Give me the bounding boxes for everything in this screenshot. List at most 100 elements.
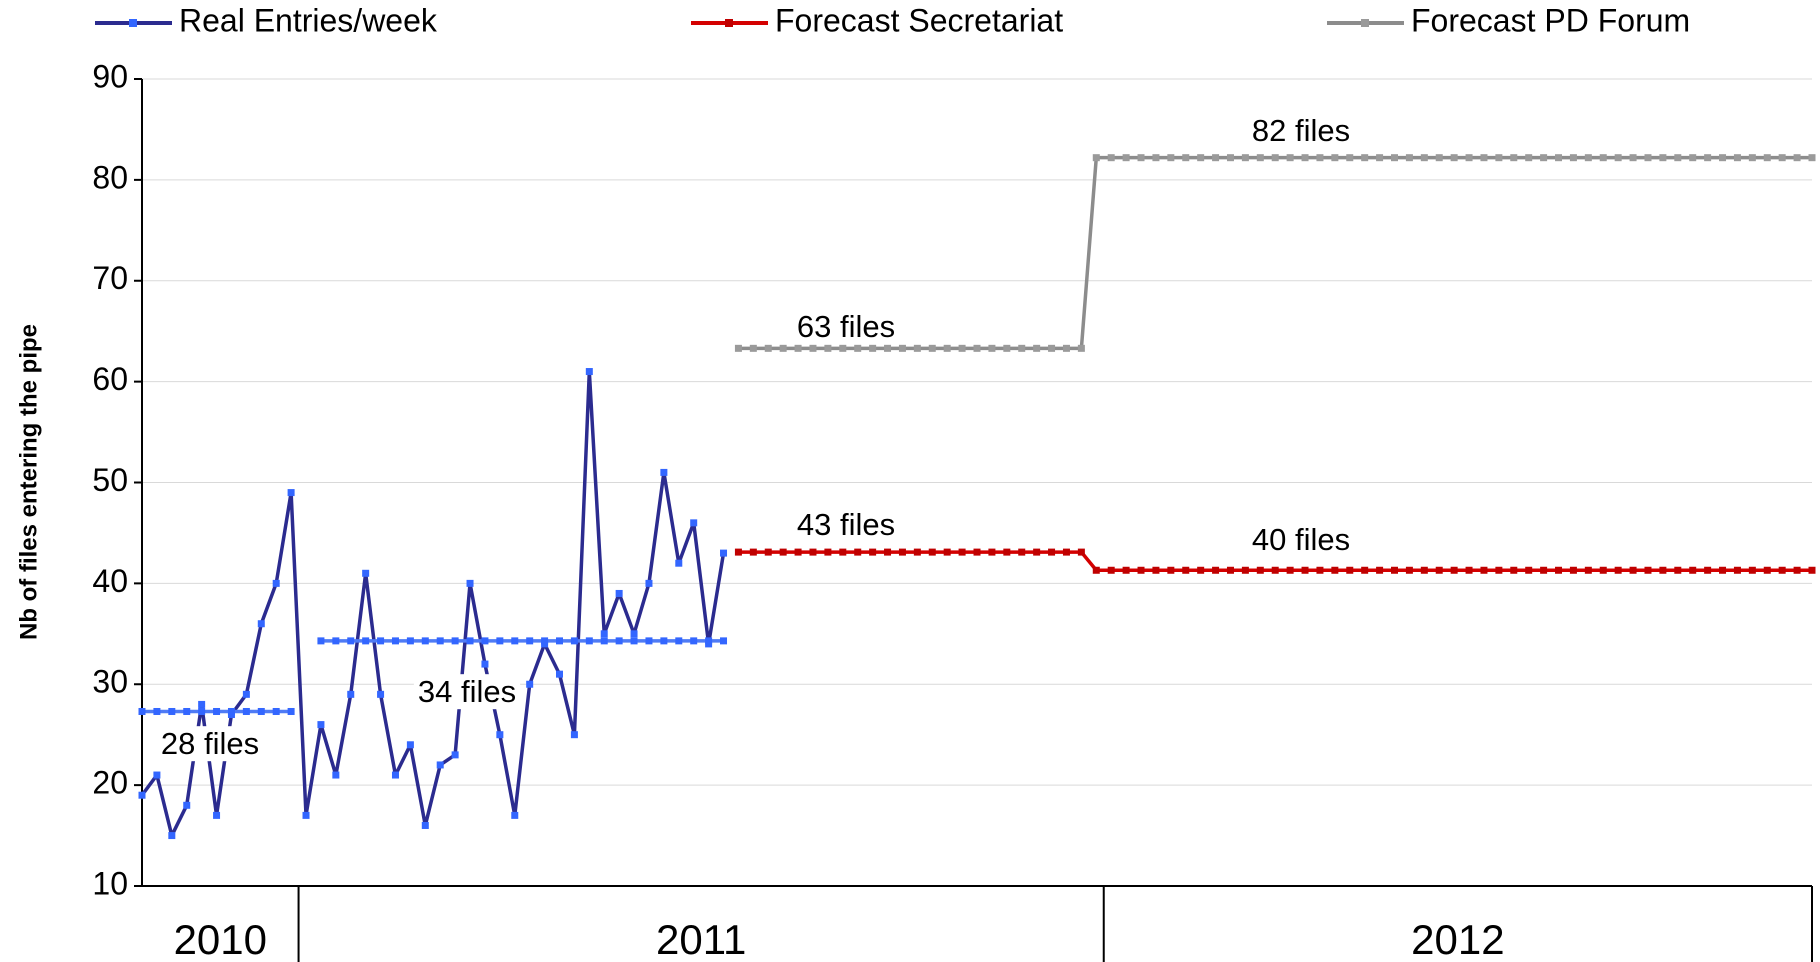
marker [660,468,668,476]
marker [1361,154,1369,162]
marker [1182,154,1190,162]
marker [1376,154,1384,162]
marker [272,579,280,587]
marker [1226,566,1234,574]
series-line [738,155,1812,351]
marker [481,637,489,645]
legend-marker [1361,19,1369,27]
marker [1569,566,1577,574]
marker [1525,154,1533,162]
marker [1271,154,1279,162]
marker [511,811,519,819]
marker [824,344,832,352]
marker [1808,154,1816,162]
marker [451,637,459,645]
marker [466,579,474,587]
annotation-bg [1247,522,1355,558]
marker [1674,154,1682,162]
y-tick-label: 70 [92,260,128,296]
marker [1092,154,1100,162]
marker [138,791,146,799]
marker [839,548,847,556]
marker [1152,566,1160,574]
marker [526,680,534,688]
marker [645,579,653,587]
marker [1241,154,1249,162]
marker [1226,154,1234,162]
marker [943,344,951,352]
marker [1048,344,1056,352]
marker [645,637,653,645]
marker [1420,566,1428,574]
marker [227,707,235,715]
marker [1018,344,1026,352]
marker [541,637,549,645]
marker [168,832,176,840]
marker [1003,548,1011,556]
marker [496,637,504,645]
marker [1763,566,1771,574]
marker [913,344,921,352]
marker [794,548,802,556]
marker [138,707,146,715]
marker [481,660,489,668]
marker [734,344,742,352]
marker [1152,154,1160,162]
marker [884,344,892,352]
legend-label: Forecast Secretariat [775,2,1063,38]
marker [1450,566,1458,574]
marker [1167,566,1175,574]
marker [1197,566,1205,574]
marker [391,637,399,645]
marker [1077,548,1085,556]
marker [213,707,221,715]
marker [1480,566,1488,574]
legend-label: Forecast PD Forum [1411,2,1690,38]
marker [1733,154,1741,162]
marker [1212,154,1220,162]
marker [809,548,817,556]
annotation: 34 files [418,674,516,709]
y-tick-label: 60 [92,361,128,397]
marker [1391,566,1398,574]
marker [287,707,295,715]
marker [153,771,161,779]
marker [436,761,444,769]
x-group-label: 2011 [656,916,746,962]
y-tick-label: 40 [92,563,128,599]
marker [600,637,608,645]
y-tick-label: 50 [92,462,128,498]
marker [377,690,385,698]
marker [1331,154,1339,162]
y-tick-label: 10 [92,865,128,901]
marker [600,630,608,638]
marker [1480,154,1488,162]
marker [1107,566,1115,574]
marker [1137,566,1145,574]
annotation: 40 files [1252,522,1350,557]
marker [362,637,370,645]
marker [168,707,176,715]
marker [1525,566,1533,574]
marker [1182,566,1190,574]
marker [496,731,504,739]
marker [854,548,862,556]
marker [1107,154,1115,162]
marker [1361,566,1369,574]
annotation-bg [792,309,900,345]
marker [764,344,772,352]
marker [556,670,563,678]
series-line [140,369,726,838]
marker [1122,566,1130,574]
marker [675,559,683,567]
marker [973,344,981,352]
marker [421,637,429,645]
x-group-label: 2010 [174,916,267,962]
marker [1092,566,1100,574]
marker [1331,566,1339,574]
marker [675,637,683,645]
marker [1555,154,1563,162]
marker [764,548,772,556]
marker [630,637,638,645]
